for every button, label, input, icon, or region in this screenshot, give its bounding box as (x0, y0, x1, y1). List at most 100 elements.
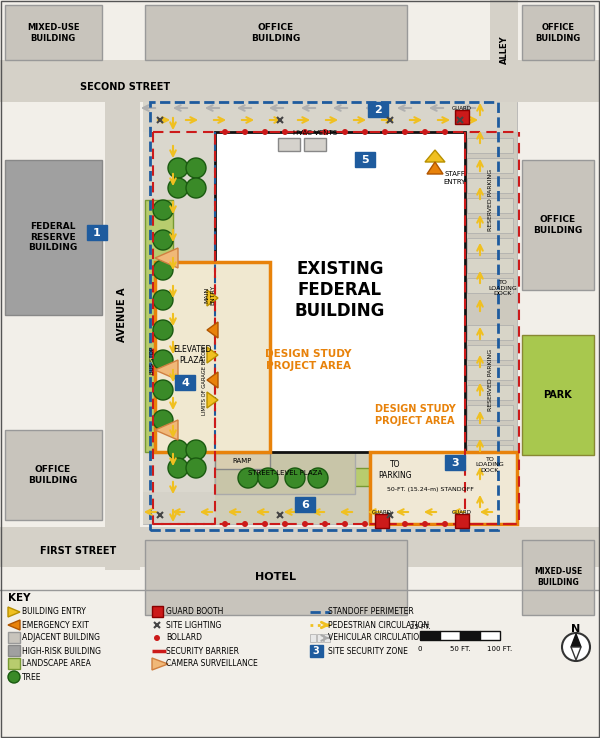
Text: 2: 2 (374, 105, 382, 115)
Bar (467, 465, 513, 480)
Polygon shape (155, 248, 178, 268)
Text: 50 FT.: 50 FT. (449, 646, 470, 652)
Text: MIXED-USE
BUILDING: MIXED-USE BUILDING (27, 24, 79, 43)
Polygon shape (427, 162, 443, 174)
Circle shape (282, 129, 288, 135)
Bar (145, 200, 173, 452)
Text: 0: 0 (418, 646, 422, 652)
Text: OFFICE
BUILDING: OFFICE BUILDING (251, 24, 301, 43)
Polygon shape (207, 322, 218, 338)
Text: OFFICE
BUILDING: OFFICE BUILDING (533, 215, 583, 235)
Bar (0, 527, 600, 567)
Circle shape (258, 468, 278, 488)
Bar (5, 5, 102, 60)
Circle shape (362, 129, 368, 135)
Circle shape (302, 129, 308, 135)
Text: EMERGENCY EXIT: EMERGENCY EXIT (22, 621, 89, 630)
Circle shape (186, 440, 206, 460)
Circle shape (422, 129, 428, 135)
Circle shape (382, 129, 388, 135)
Circle shape (153, 350, 173, 370)
Bar (467, 385, 513, 400)
Bar (152, 606, 163, 617)
Circle shape (282, 521, 288, 527)
Circle shape (382, 521, 388, 527)
Text: N: N (571, 624, 581, 634)
Bar (310, 634, 316, 642)
Circle shape (242, 129, 248, 135)
Circle shape (168, 458, 188, 478)
Text: BOLLARD: BOLLARD (166, 633, 202, 643)
Text: GUARD BOOTH: GUARD BOOTH (166, 607, 223, 616)
Circle shape (242, 521, 248, 527)
Circle shape (302, 521, 308, 527)
Polygon shape (207, 290, 218, 306)
Circle shape (262, 521, 268, 527)
Text: FIRST STREET: FIRST STREET (40, 546, 116, 556)
Bar (278, 138, 300, 151)
Text: FEDERAL
RESERVE
BUILDING: FEDERAL RESERVE BUILDING (28, 222, 77, 252)
Polygon shape (207, 347, 218, 363)
Bar (0, 60, 600, 102)
Text: RESERVED PARKING: RESERVED PARKING (487, 169, 493, 231)
Bar (8, 645, 20, 656)
Text: RESERVED PARKING: RESERVED PARKING (487, 349, 493, 411)
Bar (215, 453, 270, 469)
Bar (460, 631, 480, 640)
Bar (87, 225, 107, 240)
Bar (467, 445, 513, 460)
Bar (467, 425, 513, 440)
Bar (143, 102, 517, 132)
Circle shape (362, 521, 368, 527)
Bar (467, 138, 513, 153)
Text: STANDOFF PERIMETER: STANDOFF PERIMETER (328, 607, 414, 616)
Bar (368, 102, 388, 117)
Text: VEHICULAR CIRCULATION: VEHICULAR CIRCULATION (328, 633, 425, 643)
Text: 25 FT.: 25 FT. (410, 624, 430, 630)
Text: BUILDING ENTRY: BUILDING ENTRY (22, 607, 86, 616)
Bar (440, 631, 460, 640)
Bar (445, 455, 465, 470)
Bar (490, 0, 518, 102)
Polygon shape (571, 647, 581, 660)
Circle shape (153, 260, 173, 280)
Bar (467, 178, 513, 193)
Text: LIMITS OF GARAGE BELOW: LIMITS OF GARAGE BELOW (203, 345, 208, 415)
Bar (0, 590, 600, 738)
Bar (8, 658, 20, 669)
Text: PEDESTRIAN CIRCULATION: PEDESTRIAN CIRCULATION (328, 621, 429, 630)
Bar (455, 110, 469, 124)
Text: DESIGN STUDY
PROJECT AREA: DESIGN STUDY PROJECT AREA (374, 404, 455, 426)
Circle shape (562, 633, 590, 661)
Circle shape (222, 521, 228, 527)
Bar (467, 345, 513, 360)
Text: TREE: TREE (22, 672, 41, 681)
Bar (522, 160, 594, 290)
Text: LANDSCAPE AREA: LANDSCAPE AREA (22, 660, 91, 669)
Polygon shape (207, 392, 218, 408)
Circle shape (153, 200, 173, 220)
Bar (150, 102, 498, 530)
Bar (465, 132, 517, 492)
Text: AVENUE A: AVENUE A (117, 288, 127, 342)
Bar (480, 631, 500, 640)
Circle shape (168, 178, 188, 198)
Bar (467, 218, 513, 233)
Polygon shape (207, 372, 218, 388)
Bar (175, 375, 195, 390)
Bar (324, 634, 330, 642)
Circle shape (154, 635, 160, 641)
Circle shape (186, 158, 206, 178)
Bar (375, 514, 389, 528)
Bar (370, 452, 517, 524)
Circle shape (342, 129, 348, 135)
Bar (467, 278, 513, 293)
Text: 3: 3 (313, 646, 319, 656)
Circle shape (8, 671, 20, 683)
Bar (467, 198, 513, 213)
Text: 4: 4 (181, 378, 189, 388)
Circle shape (238, 468, 258, 488)
Bar (420, 631, 440, 640)
Bar (467, 405, 513, 420)
Text: GUARD: GUARD (452, 509, 472, 514)
